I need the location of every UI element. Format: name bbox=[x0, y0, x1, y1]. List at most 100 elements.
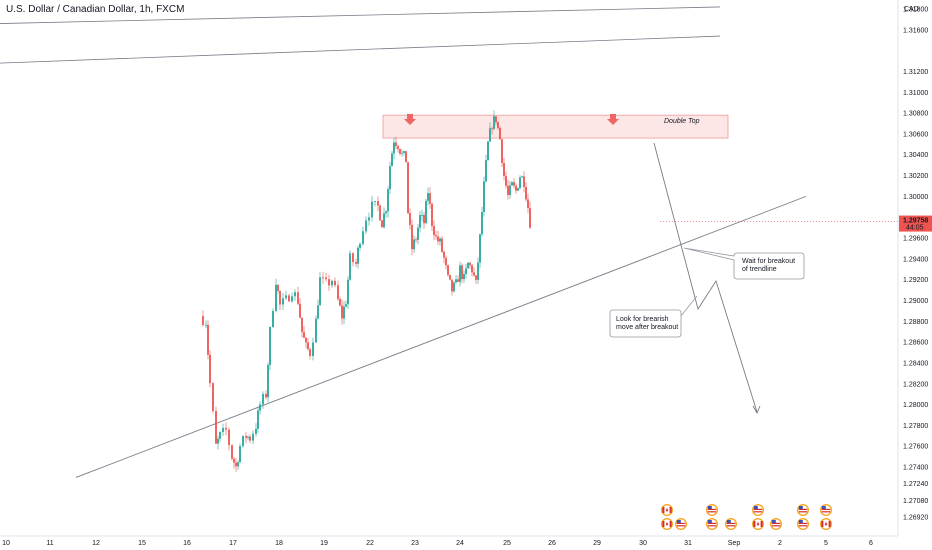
flag-us-icon[interactable] bbox=[705, 503, 719, 517]
flag-band bbox=[662, 507, 665, 513]
flag-stripe bbox=[707, 525, 717, 527]
candle-body bbox=[347, 279, 349, 305]
flag-band bbox=[662, 521, 665, 527]
y-tick-label: 1.29200 bbox=[903, 277, 928, 284]
candle-body bbox=[445, 257, 447, 266]
candle-body bbox=[259, 404, 261, 411]
y-tick-label: 1.28000 bbox=[903, 402, 928, 409]
flag-stripe bbox=[798, 508, 808, 510]
current-price-value: 1.29758 bbox=[903, 218, 928, 225]
candle-body bbox=[377, 201, 379, 206]
candle-body bbox=[312, 342, 314, 356]
flag-ca-icon[interactable] bbox=[660, 503, 674, 517]
breakout-callout-text: Wait for breakout bbox=[742, 258, 795, 265]
flag-us-icon[interactable] bbox=[796, 503, 810, 517]
candle-body bbox=[465, 268, 467, 274]
candle-body bbox=[212, 383, 214, 412]
y-tick-label: 1.29400 bbox=[903, 256, 928, 263]
candle-body bbox=[527, 199, 529, 209]
candle-body bbox=[403, 151, 405, 153]
candle-body bbox=[242, 435, 244, 447]
flag-us-icon[interactable] bbox=[751, 503, 765, 517]
candle-body bbox=[517, 188, 519, 191]
flag-ca-icon[interactable] bbox=[660, 517, 674, 531]
bearish-callout-text: move after breakout bbox=[616, 324, 678, 331]
candle-body bbox=[228, 429, 230, 446]
candle-body bbox=[265, 393, 267, 398]
candle-body bbox=[285, 295, 287, 299]
flag-band bbox=[760, 521, 763, 527]
x-tick-label: 19 bbox=[320, 540, 328, 547]
flag-leaf bbox=[665, 521, 669, 526]
candle-body bbox=[252, 433, 254, 441]
flag-us-icon[interactable] bbox=[796, 517, 810, 531]
flag-us-icon[interactable] bbox=[705, 517, 719, 531]
candle-body bbox=[209, 354, 211, 384]
flag-us-icon[interactable] bbox=[674, 517, 688, 531]
bearish-callout-pointer bbox=[680, 295, 698, 317]
upper-trendline-1 bbox=[0, 6, 721, 24]
x-tick-label: 22 bbox=[366, 540, 374, 547]
x-tick-label: 29 bbox=[593, 540, 601, 547]
y-tick-label: 1.30800 bbox=[903, 111, 928, 118]
flag-stripe bbox=[798, 511, 808, 513]
candle-body bbox=[325, 277, 327, 280]
y-tick-label: 1.31600 bbox=[903, 27, 928, 34]
candle-body bbox=[339, 298, 341, 306]
y-tick-label: 1.26920 bbox=[903, 515, 928, 522]
flag-us-icon[interactable] bbox=[724, 517, 738, 531]
candle-body bbox=[417, 227, 419, 240]
candle-body bbox=[365, 220, 367, 232]
flag-us-icon[interactable] bbox=[819, 503, 833, 517]
candle-body bbox=[215, 411, 217, 444]
projection-path bbox=[653, 142, 758, 413]
time-axis[interactable]: 10 11 12 15 16 17 18 19 22 23 24 25 26 29 30 31 Sep 2 5 6 bbox=[2, 540, 873, 547]
candle-body bbox=[439, 238, 441, 242]
x-tick-label: 23 bbox=[411, 540, 419, 547]
candle-body bbox=[529, 208, 531, 228]
flag-us-icon[interactable] bbox=[769, 517, 783, 531]
candle-body bbox=[267, 365, 269, 398]
candle-body bbox=[495, 116, 497, 123]
flag-band bbox=[669, 507, 672, 513]
flag-leaf bbox=[665, 507, 669, 512]
candle-body bbox=[433, 226, 435, 236]
candle-body bbox=[415, 239, 417, 241]
candle-body bbox=[483, 181, 485, 212]
flag-ca-icon[interactable] bbox=[819, 517, 833, 531]
candle-body bbox=[371, 201, 373, 218]
candle-body bbox=[257, 410, 259, 429]
candle-body bbox=[477, 262, 479, 280]
candle-body bbox=[262, 393, 264, 405]
candle-body bbox=[473, 272, 475, 276]
candle-body bbox=[282, 298, 284, 305]
candle-body bbox=[322, 277, 324, 279]
candle-body bbox=[383, 213, 385, 228]
x-tick-label: 25 bbox=[503, 540, 511, 547]
candle-body bbox=[437, 236, 439, 242]
x-tick-label: 10 bbox=[2, 540, 10, 547]
flag-stripe bbox=[798, 525, 808, 527]
flag-ca-icon[interactable] bbox=[751, 517, 765, 531]
candle-body bbox=[421, 214, 423, 216]
y-tick-label: 1.27400 bbox=[903, 465, 928, 472]
candle-body bbox=[461, 265, 463, 280]
flag-canton bbox=[771, 520, 776, 523]
event-icons[interactable] bbox=[660, 503, 833, 531]
candle-body bbox=[299, 303, 301, 318]
y-tick-label: 1.27080 bbox=[903, 498, 928, 505]
flag-stripe bbox=[771, 522, 781, 524]
x-tick-label: 11 bbox=[46, 540, 53, 547]
candle-body bbox=[247, 436, 249, 438]
flag-band bbox=[821, 521, 824, 527]
x-tick-label: 15 bbox=[138, 540, 146, 547]
flag-stripe bbox=[707, 511, 717, 513]
candle-body bbox=[513, 182, 515, 186]
candle-body bbox=[233, 458, 235, 463]
candle-body bbox=[349, 253, 351, 280]
candle-body bbox=[381, 220, 383, 228]
candle-body bbox=[451, 279, 453, 292]
candle-body bbox=[441, 238, 443, 252]
